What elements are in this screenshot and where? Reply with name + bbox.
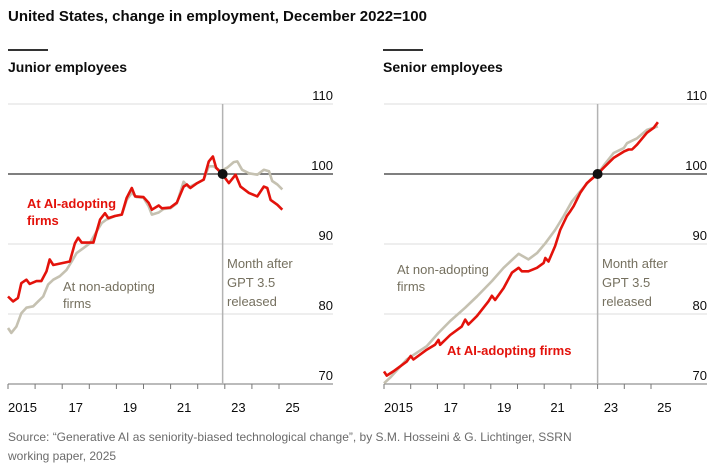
label-junior-ai: At AI-adopting firms <box>27 195 116 229</box>
label-junior-gpt: Month after GPT 3.5 released <box>227 254 293 311</box>
index-point-marker <box>592 169 603 179</box>
x-tick-label: 21 <box>550 400 564 415</box>
x-tick-label: 19 <box>123 400 137 415</box>
label-line: GPT 3.5 <box>227 275 276 290</box>
label-line: firms <box>27 213 59 228</box>
series-line-non-adopting <box>383 125 659 385</box>
label-senior-gpt: Month after GPT 3.5 released <box>602 254 668 311</box>
label-senior-ai: At AI-adopting firms <box>447 342 571 359</box>
label-line: Month after <box>602 256 668 271</box>
label-senior-non: At non-adopting firms <box>397 261 489 295</box>
label-line: GPT 3.5 <box>602 275 651 290</box>
y-tick-label: 70 <box>319 368 333 383</box>
y-tick-label: 80 <box>319 298 333 313</box>
panel-title-senior: Senior employees <box>383 59 503 75</box>
panel-rule <box>8 49 48 51</box>
series-line-ai-adopting <box>7 155 284 303</box>
x-tick-label: 17 <box>69 400 83 415</box>
y-tick-label: 100 <box>311 158 333 173</box>
panel-rule <box>383 49 423 51</box>
label-line: At non-adopting <box>63 279 155 294</box>
x-tick-label: 17 <box>444 400 458 415</box>
panel-title-junior: Junior employees <box>8 59 128 75</box>
x-tick-label: 2015 <box>8 400 37 415</box>
series-line-ai-adopting <box>382 121 659 377</box>
label-line: released <box>227 294 277 309</box>
chart-title: United States, change in employment, Dec… <box>8 8 427 25</box>
x-tick-label: 23 <box>604 400 618 415</box>
index-point-marker <box>217 169 228 179</box>
label-line: firms <box>63 296 92 311</box>
x-tick-label: 21 <box>177 400 191 415</box>
y-tick-label: 100 <box>685 158 707 173</box>
x-tick-label: 2015 <box>384 400 413 415</box>
y-tick-label: 90 <box>319 228 333 243</box>
x-tick-label: 25 <box>285 400 299 415</box>
label-line: At AI-adopting <box>27 196 117 211</box>
y-tick-label: 110 <box>686 88 707 103</box>
y-tick-label: 90 <box>693 228 707 243</box>
label-line: released <box>602 294 652 309</box>
label-line: Month after <box>227 256 293 271</box>
y-tick-label: 70 <box>693 368 707 383</box>
x-tick-label: 25 <box>657 400 671 415</box>
y-tick-label: 110 <box>312 88 333 103</box>
label-line: At AI-adopting firms <box>447 343 572 358</box>
y-tick-label: 80 <box>693 298 707 313</box>
label-line: firms <box>397 279 426 294</box>
source-note: Source: “Generative AI as seniority-bias… <box>8 430 572 463</box>
label-line: At non-adopting <box>397 262 489 277</box>
x-tick-label: 23 <box>231 400 245 415</box>
x-tick-label: 19 <box>497 400 511 415</box>
label-junior-non: At non-adopting firms <box>63 278 155 312</box>
